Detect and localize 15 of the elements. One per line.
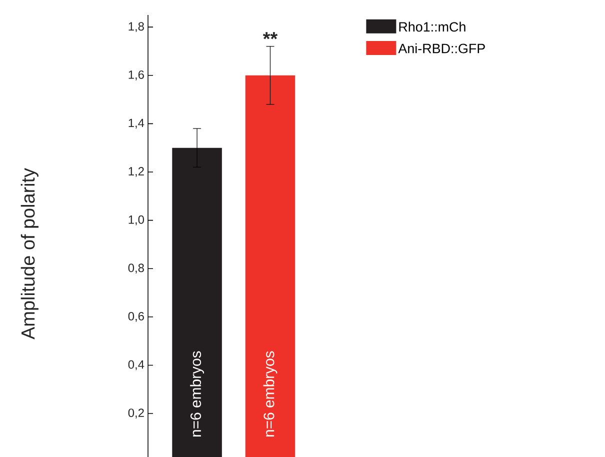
- y-tick-label: 1,2: [128, 167, 144, 177]
- y-tick-label: 1,6: [128, 70, 144, 80]
- legend-label: Rho1::mCh: [399, 22, 466, 32]
- annotation: n=6 embryos: [263, 351, 278, 436]
- y-tick-label: 0,8: [128, 264, 144, 274]
- legend-label: Ani-RBD::GFP: [398, 43, 485, 54]
- y-axis-title: Amplitude of polarity: [20, 168, 38, 340]
- y-tick-label: 1,8: [128, 22, 144, 32]
- y-tick-label: 1,4: [128, 118, 144, 129]
- annotation: n=6 embryos: [190, 351, 204, 436]
- y-tick-label: 0,2: [128, 408, 144, 418]
- y-tick-label: 1,0: [128, 215, 144, 226]
- y-tick-label: 0,4: [128, 360, 144, 370]
- annotation: **: [262, 32, 278, 40]
- y-tick-label: 0,6: [128, 312, 144, 322]
